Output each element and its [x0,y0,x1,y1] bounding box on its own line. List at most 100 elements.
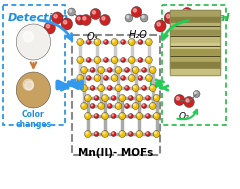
Circle shape [90,9,101,19]
Circle shape [112,97,114,98]
Circle shape [102,112,108,119]
Circle shape [193,91,200,98]
Circle shape [90,67,95,73]
Circle shape [128,95,133,101]
Circle shape [121,40,126,44]
Circle shape [128,132,133,136]
Circle shape [146,114,150,119]
Circle shape [150,102,156,109]
FancyBboxPatch shape [72,35,160,155]
Circle shape [193,17,197,20]
Text: Mn(II)- MOFs: Mn(II)- MOFs [78,148,153,158]
Circle shape [77,57,84,64]
Circle shape [136,112,143,119]
Circle shape [126,16,129,18]
Circle shape [126,105,127,106]
Circle shape [116,68,118,70]
Circle shape [94,114,99,119]
Circle shape [95,76,97,78]
Circle shape [98,84,105,91]
Circle shape [84,94,91,101]
Circle shape [94,74,101,81]
Circle shape [86,132,88,134]
Circle shape [77,74,84,81]
Circle shape [94,95,99,101]
Circle shape [147,76,149,78]
Circle shape [137,132,139,134]
Text: Detection: Detection [8,13,69,23]
Circle shape [134,86,136,88]
Circle shape [78,58,80,60]
Circle shape [86,40,91,44]
Circle shape [98,102,105,109]
Circle shape [113,58,114,60]
Circle shape [90,104,95,108]
Circle shape [95,58,97,60]
Circle shape [155,114,156,116]
Circle shape [113,40,114,42]
Circle shape [104,57,108,63]
Circle shape [128,114,133,119]
Circle shape [119,94,126,101]
Bar [170,43,220,49]
Circle shape [125,85,129,91]
Circle shape [98,67,105,74]
Circle shape [130,76,132,78]
Circle shape [81,15,91,26]
Circle shape [19,75,48,105]
Circle shape [17,25,50,59]
Circle shape [23,79,33,90]
Circle shape [155,96,156,98]
Circle shape [146,95,150,101]
Circle shape [92,11,96,14]
FancyArrowPatch shape [58,82,68,88]
Circle shape [151,104,153,106]
Circle shape [78,76,80,78]
Circle shape [108,85,112,91]
Circle shape [91,87,93,88]
Circle shape [105,77,106,78]
Circle shape [136,94,143,101]
FancyArrowPatch shape [39,20,72,40]
Circle shape [68,8,75,16]
Circle shape [128,74,135,81]
Circle shape [121,75,126,81]
Circle shape [99,86,101,88]
Circle shape [137,114,139,116]
Circle shape [105,59,106,60]
Circle shape [95,40,97,42]
FancyBboxPatch shape [162,5,226,125]
Circle shape [81,67,87,74]
Circle shape [130,58,132,60]
Circle shape [142,16,144,18]
Circle shape [146,74,152,81]
Circle shape [147,115,148,116]
Circle shape [103,114,105,116]
Circle shape [91,68,93,70]
Circle shape [157,22,160,26]
Circle shape [54,14,57,18]
Circle shape [52,12,63,24]
Text: O₂: O₂ [179,112,190,121]
FancyArrowPatch shape [177,110,197,119]
Circle shape [146,57,152,64]
Circle shape [63,20,67,24]
Circle shape [105,40,106,42]
Circle shape [184,97,194,108]
Text: O₃: O₃ [87,32,98,42]
Circle shape [86,75,91,81]
Circle shape [81,102,87,109]
Circle shape [176,20,180,24]
Circle shape [150,84,156,91]
Circle shape [111,74,118,81]
Circle shape [87,77,89,78]
Circle shape [102,94,108,101]
Circle shape [192,15,202,26]
Circle shape [130,40,132,42]
Circle shape [120,114,122,116]
Circle shape [151,86,153,88]
Circle shape [95,97,96,98]
Circle shape [119,130,126,138]
Circle shape [115,67,122,74]
Circle shape [186,99,189,102]
